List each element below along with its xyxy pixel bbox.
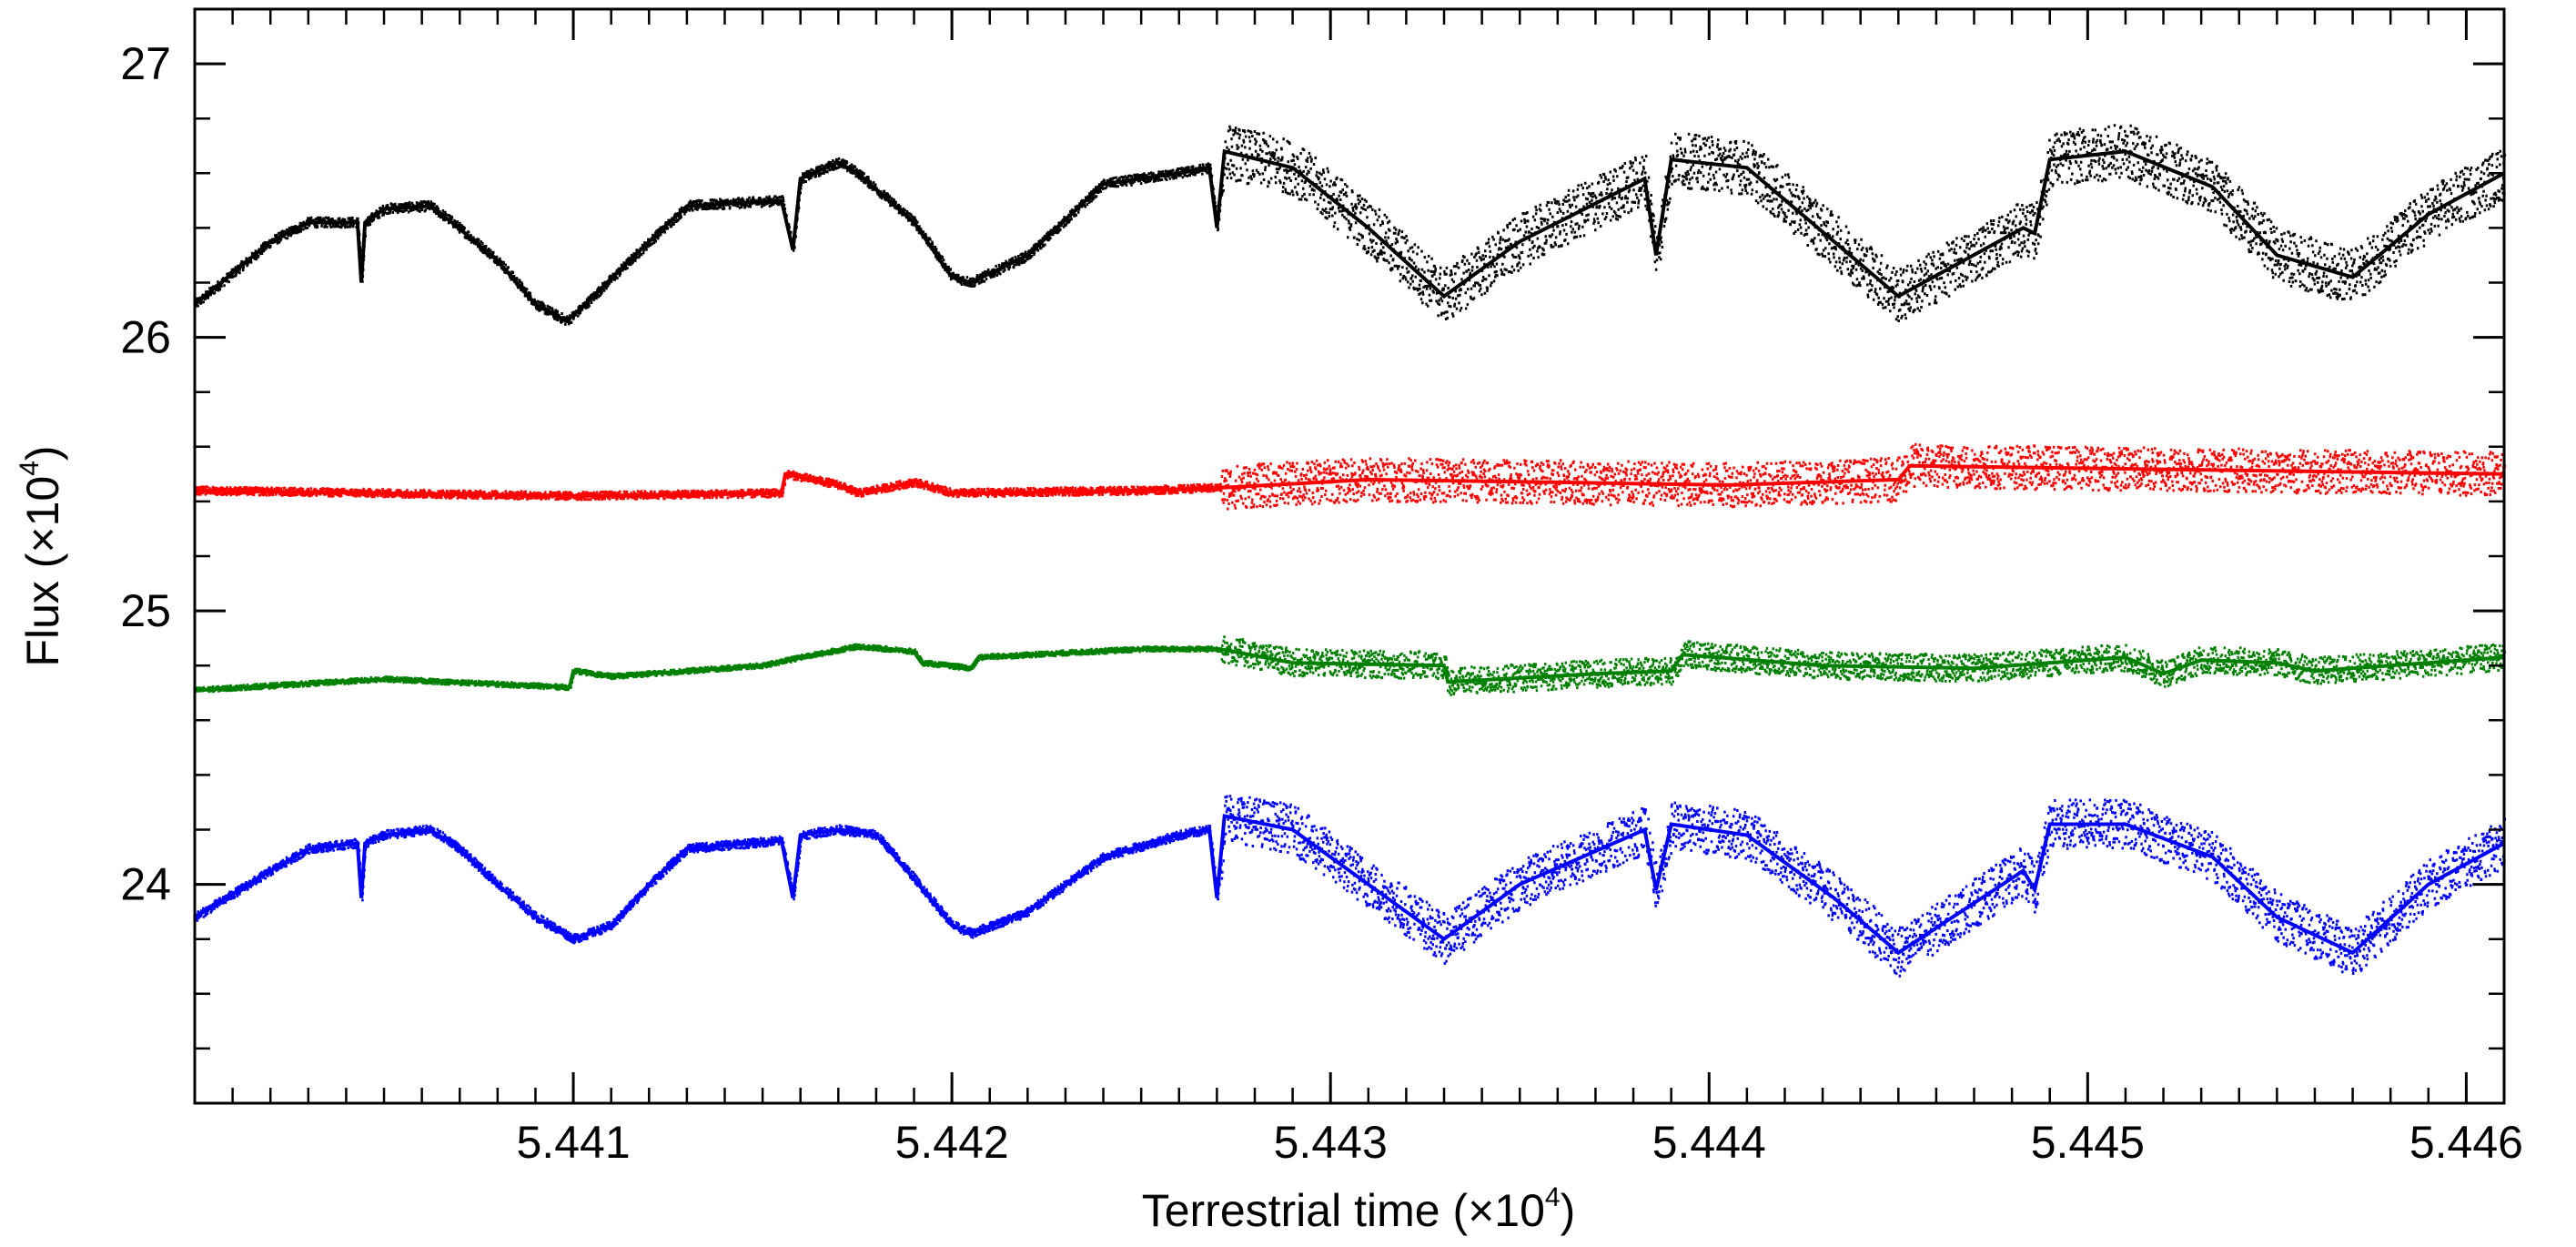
series-3-scatter: [195, 635, 2507, 696]
x-tick-label: 5.444: [1652, 1117, 1766, 1168]
plot-frame: [193, 7, 2506, 1105]
x-tick-label: 5.443: [1274, 1117, 1388, 1168]
x-tick-label: 5.441: [517, 1117, 631, 1168]
series-4-scatter: [195, 795, 2507, 978]
series-3-points: [194, 635, 2507, 696]
series-1-points: [193, 124, 2507, 326]
plot-area: [193, 124, 2507, 978]
y-tick-label: 27: [120, 38, 171, 89]
tick-labels: 5.441 5.442 5.443 5.444 5.445 5.446 24 25 26 27: [120, 38, 2523, 1168]
x-tick-label: 5.446: [2409, 1117, 2523, 1168]
series-1-scatter: [195, 124, 2507, 326]
y-tick-label: 25: [120, 585, 171, 636]
y-axis-label: Flux (×104): [15, 445, 68, 666]
series-2-points: [194, 442, 2507, 511]
axis-ticks: [193, 7, 2506, 1105]
series-2-scatter: [195, 442, 2507, 511]
y-tick-label: 24: [120, 859, 171, 910]
x-tick-label: 5.445: [2031, 1117, 2145, 1168]
x-axis-label: Terrestrial time (×104): [1142, 1182, 1576, 1236]
y-tick-label: 26: [120, 312, 171, 363]
series-4-points: [193, 795, 2507, 978]
x-tick-label: 5.442: [895, 1117, 1009, 1168]
